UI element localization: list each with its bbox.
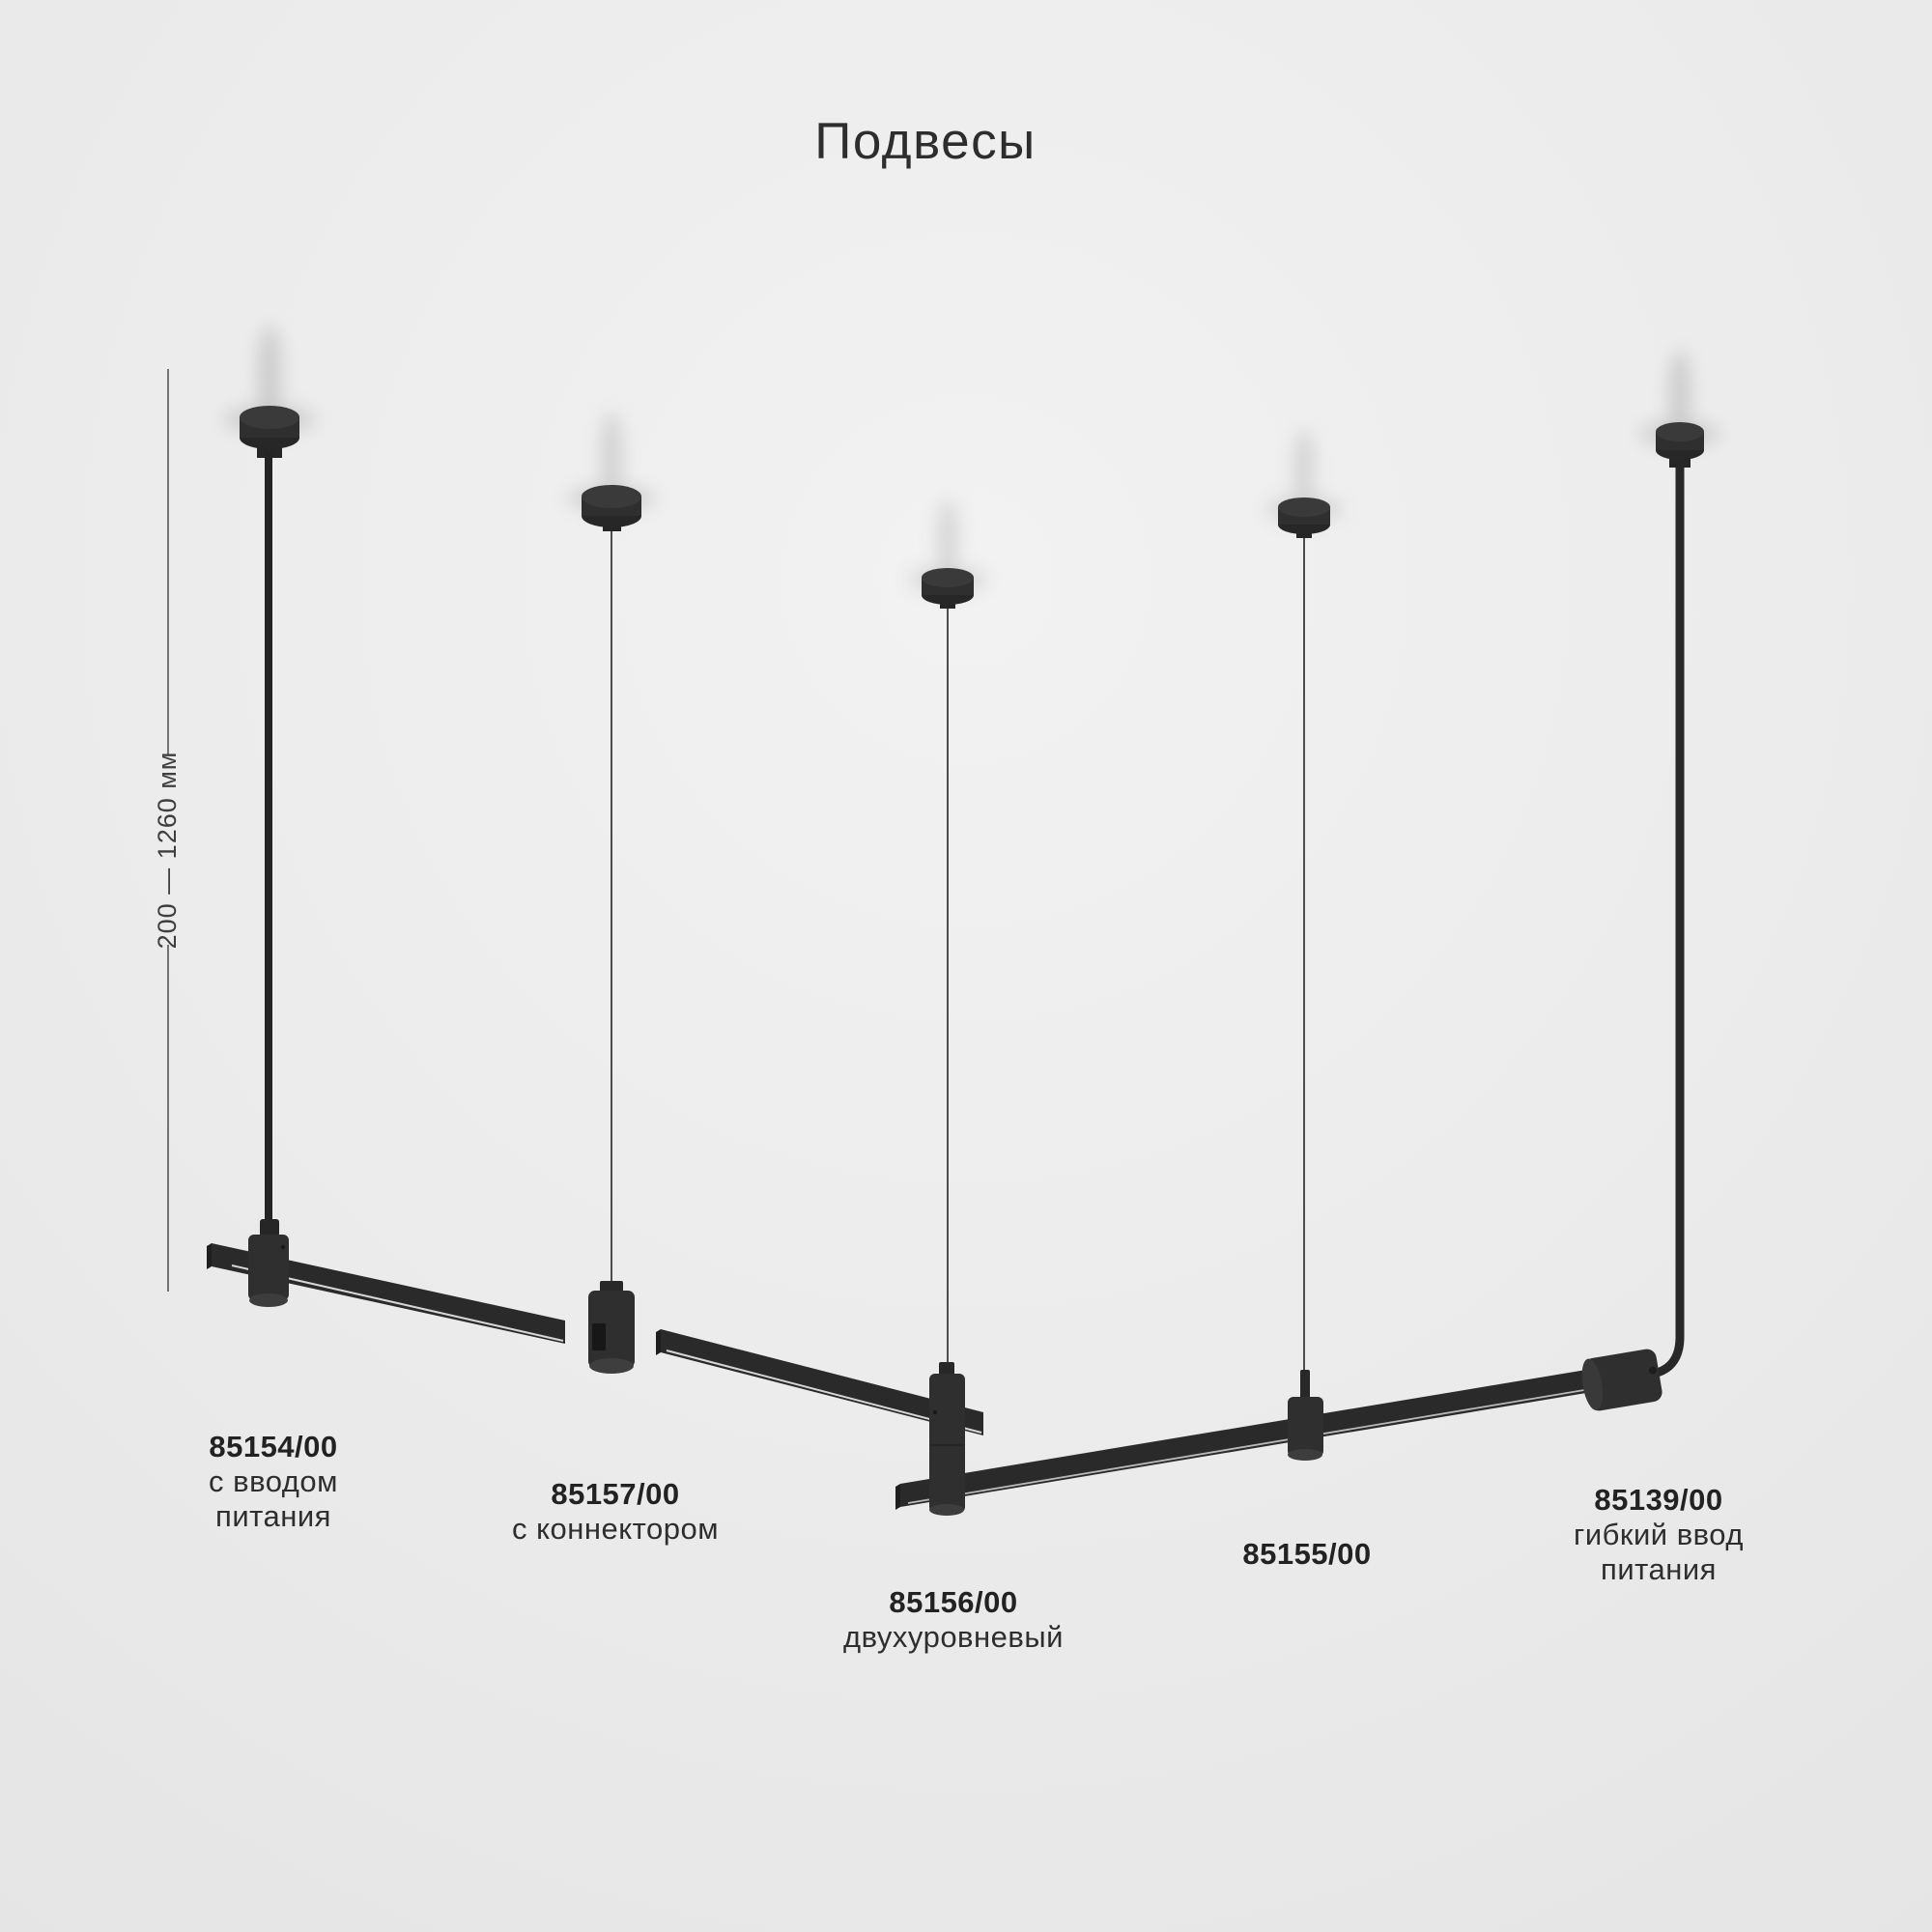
flex-power-cable <box>1643 459 1685 1379</box>
track-segment-lower <box>895 1369 1592 1510</box>
product-description: питания <box>215 1499 331 1533</box>
product-description: питания <box>1601 1552 1717 1586</box>
product-description: гибкий ввод <box>1574 1518 1744 1551</box>
connector-neck <box>939 1362 954 1376</box>
track-segment-middle <box>656 1329 983 1435</box>
pendant-85139 <box>1581 422 1704 1411</box>
canopy-top <box>240 406 299 429</box>
product-label-85156: 85156/00 двухуровневый <box>843 1584 1064 1655</box>
power-feed-drum <box>1581 1349 1662 1411</box>
product-label-85154: 85154/00 с вводом питания <box>209 1429 338 1534</box>
product-code: 85155/00 <box>1242 1537 1372 1571</box>
track-light-strip <box>666 1350 982 1434</box>
product-label-85139: 85139/00 гибкий ввод питания <box>1574 1482 1744 1587</box>
product-code: 85139/00 <box>1594 1483 1723 1517</box>
pendant-85157 <box>582 485 641 1374</box>
canopy-top <box>1278 497 1330 517</box>
connector-85154-body <box>248 1219 289 1307</box>
track-light-strip <box>907 1389 1585 1504</box>
product-code: 85154/00 <box>209 1430 338 1463</box>
track-end-cap <box>656 1329 661 1355</box>
page-title: Подвесы <box>814 113 1037 170</box>
product-description: с вводом <box>209 1464 338 1498</box>
track-end-cap <box>207 1243 212 1269</box>
product-code: 85156/00 <box>889 1585 1018 1619</box>
connector-bottom <box>929 1504 964 1516</box>
canopy-top <box>582 485 641 508</box>
dimension-label: 200 — 1260 мм <box>153 751 182 950</box>
product-description: двухуровневый <box>843 1620 1064 1654</box>
connector-bottom <box>589 1358 634 1374</box>
suspension-rod <box>265 452 272 1225</box>
product-description: с коннектором <box>511 1512 720 1546</box>
canopy-top <box>922 568 974 587</box>
pendant-85154 <box>240 406 299 1225</box>
pendant-85156 <box>922 568 974 1516</box>
connector-neck <box>600 1281 623 1293</box>
pendant-85155 <box>1278 497 1330 1461</box>
connector-body <box>1288 1397 1323 1457</box>
product-label-85157: 85157/00 с коннектором <box>512 1476 719 1547</box>
two-level-connector-body <box>929 1374 965 1513</box>
product-label-85155: 85155/00 <box>1242 1536 1371 1572</box>
connector-neck <box>1300 1370 1310 1399</box>
product-code: 85157/00 <box>551 1477 680 1511</box>
connector-bottom <box>1288 1449 1322 1461</box>
ceiling-shadows <box>223 325 1720 592</box>
track-end-cap <box>895 1484 900 1510</box>
connector-socket <box>592 1323 606 1350</box>
canopy-top <box>1656 422 1704 441</box>
